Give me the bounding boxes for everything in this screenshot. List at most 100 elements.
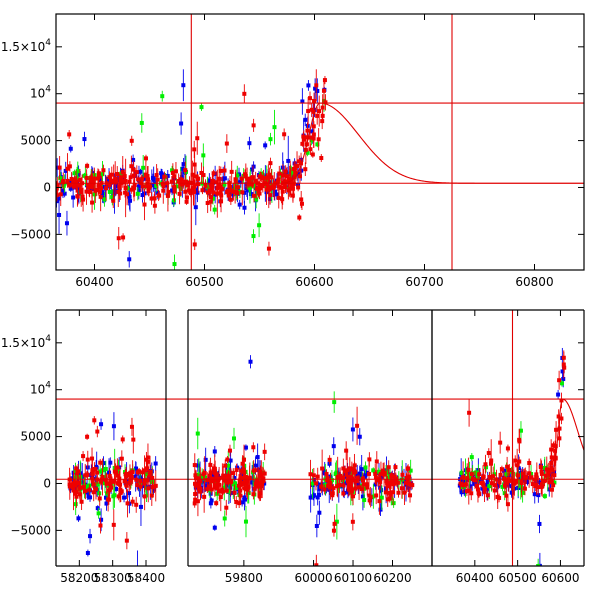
bottom-data-point [350,427,355,432]
bottom-data-point [492,472,497,477]
top-data-point [195,136,200,141]
top-data-point [211,190,216,195]
bottom-data-point [505,464,510,469]
bottom-data-point [91,490,96,495]
bottom-data-point [393,465,398,470]
top-data-point [323,100,328,105]
top-data-point [77,183,82,188]
bottom-data-point [150,475,155,480]
bottom-data-point [98,479,103,484]
top-data-point [116,236,121,241]
top-data-point [76,172,81,177]
bottom-data-point [349,467,354,472]
top-data-point [220,186,225,191]
top-data-point [288,179,293,184]
bottom-data-point [262,471,267,476]
top-data-point [184,195,189,200]
top-data-point [210,181,215,186]
top-data-point [293,170,298,175]
bottom-data-point [149,493,154,498]
top-data-point [191,186,196,191]
top-data-point [67,164,72,169]
bottom-data-point [227,448,232,453]
top-data-point [104,186,109,191]
top-data-point [90,200,95,205]
top-data-point [129,138,134,143]
bottom-data-point [215,486,220,491]
bottom-data-point [240,461,245,466]
top-data-point [143,156,148,161]
bottom-data-point [237,501,242,506]
bottom-data-point [148,470,153,475]
bottom-data-point [245,485,250,490]
bottom-data-point [208,491,213,496]
bottom-data-point [97,491,102,496]
top-data-point [192,242,197,247]
bottom-data-point [549,465,554,470]
bottom-data-point [459,470,464,475]
bottom-data-point [193,473,198,478]
bottom-data-point [258,469,263,474]
bottom-data-point [259,474,264,479]
bottom-data-point [536,564,541,566]
bottom-data-point [387,496,392,501]
bottom-data-point [85,472,90,477]
bottom-ytick-label-main: 1.5×10 [1,336,45,350]
top-data-point [257,191,262,196]
bottom-data-point [559,416,564,421]
top-data-point [136,177,141,182]
bottom-data-point [358,475,363,480]
bottom-data-point [192,501,197,506]
bottom-data-point [129,475,134,480]
bottom-series-2-group-1 [192,442,267,517]
top-data-point [254,197,259,202]
top-data-point [315,142,320,147]
bottom-data-point [363,465,368,470]
bottom-data-point [525,480,530,485]
bottom-data-point [111,522,116,527]
bottom-data-point [225,457,230,462]
top-data-point [247,179,252,184]
bottom-data-point [381,468,386,473]
top-data-point [261,176,266,181]
bottom-data-point [507,467,512,472]
top-data-point [296,185,301,190]
bottom-data-point [469,472,474,477]
bottom-data-point [350,519,355,524]
bottom-data-point [542,494,547,499]
top-data-point [280,197,285,202]
bottom-data-point [556,414,561,419]
bottom-data-point [557,436,562,441]
top-data-point [199,170,204,175]
bottom-data-point [530,482,535,487]
top-data-point [306,109,311,114]
bottom-data-point [96,511,101,516]
bottom-data-point [505,446,510,451]
top-data-point [150,175,155,180]
top-data-point [71,195,76,200]
bottom-data-point [90,468,95,473]
top-data-point [210,196,215,201]
top-data-point [171,176,176,181]
bottom-data-point [317,510,322,515]
bottom-ytick-label: 5000 [20,430,51,444]
bottom-data-point [373,475,378,480]
bottom-data-point [374,493,379,498]
bottom-xtick-label: 58400 [127,571,165,585]
bottom-data-point [392,474,397,479]
bottom-data-point [331,528,336,533]
top-data-point [187,180,192,185]
top-data-point [266,246,271,251]
bottom-data-point [214,472,219,477]
bottom-data-point [504,481,509,486]
bottom-data-point [335,484,340,489]
bottom-data-point [124,538,129,543]
bottom-data-point [112,478,117,483]
bottom-data-point [341,466,346,471]
bottom-data-point [77,481,82,486]
bottom-data-point [353,470,358,475]
top-data-point [152,203,157,208]
bottom-data-point [240,473,245,478]
bottom-data-point [138,475,143,480]
